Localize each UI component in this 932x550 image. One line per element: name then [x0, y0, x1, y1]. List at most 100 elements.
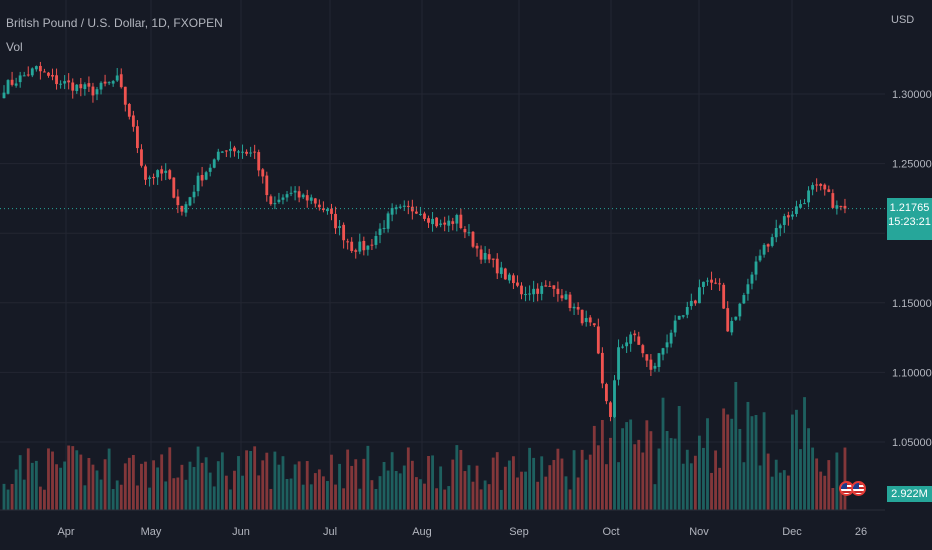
volume-bar — [342, 488, 346, 510]
candle-body — [168, 170, 172, 179]
countdown-timer: 15:23:21 — [888, 216, 931, 228]
volume-bar — [317, 469, 321, 510]
volume-bar — [180, 464, 184, 510]
candle-body — [350, 241, 354, 251]
candle-body — [51, 75, 54, 77]
volume-bar — [528, 447, 532, 510]
volume-bar — [111, 489, 115, 510]
candle-body — [576, 306, 580, 310]
candle-body — [257, 152, 261, 171]
volume-bar — [297, 461, 301, 510]
candle-body — [443, 222, 447, 225]
volume-bar — [43, 489, 46, 510]
candle-body — [152, 176, 156, 179]
volume-bar — [34, 460, 38, 510]
volume-bar — [588, 454, 592, 510]
volume-bar — [584, 459, 588, 510]
volume-bar — [362, 458, 366, 510]
volume-bar — [843, 447, 847, 510]
candle-body — [499, 267, 503, 274]
candle-body — [839, 206, 843, 208]
volume-bar — [653, 484, 657, 510]
volume-bar — [491, 457, 495, 510]
volume-bar — [398, 473, 402, 510]
candle-body — [479, 249, 483, 260]
volume-bar — [621, 428, 625, 510]
candle-body — [681, 315, 685, 317]
candle-body — [782, 216, 786, 225]
candle-body — [536, 288, 540, 294]
volume-bar — [63, 461, 67, 510]
volume-bar — [370, 480, 374, 510]
volume-bar — [827, 460, 831, 510]
volume-bar — [152, 460, 156, 510]
us-flag-event-icon[interactable] — [851, 481, 866, 496]
candle-body — [123, 86, 127, 105]
volume-bar — [750, 416, 754, 510]
candle-body — [730, 321, 734, 333]
volume-bar — [629, 419, 633, 510]
candle-body — [419, 213, 422, 215]
volume-bar — [548, 465, 552, 510]
volume-bar — [499, 489, 503, 510]
volume-bar — [366, 445, 370, 510]
candle-body — [467, 232, 471, 234]
candle-body — [127, 104, 131, 117]
volume-bar — [572, 450, 576, 510]
last-price-value: 1.21765 — [889, 202, 930, 214]
candle-body — [43, 71, 46, 73]
candle-body — [463, 228, 467, 233]
volume-bar — [164, 481, 168, 510]
volume-indicator-label[interactable]: Vol — [6, 40, 23, 54]
volume-bar — [702, 447, 705, 510]
candle-body — [245, 151, 248, 154]
candle-body — [459, 214, 463, 229]
x-tick-label: May — [141, 526, 162, 538]
volume-bar — [313, 473, 317, 510]
volume-bar — [285, 478, 289, 510]
volume-bar — [677, 406, 681, 510]
currency-label: USD — [891, 14, 915, 26]
candle-body — [362, 240, 366, 251]
candle-body — [677, 315, 681, 320]
volume-bar — [103, 459, 107, 510]
volume-bar — [758, 465, 762, 510]
volume-bar — [613, 411, 616, 510]
volume-bar — [596, 445, 600, 510]
volume-bar — [778, 472, 782, 510]
y-tick-label: 1.15000 — [892, 298, 932, 310]
candle-body — [366, 245, 370, 250]
candle-body — [524, 294, 527, 296]
candle-body — [592, 323, 596, 326]
candle-body — [568, 294, 572, 309]
volume-bar — [216, 461, 220, 510]
volume-bar — [123, 463, 127, 510]
volume-bar — [835, 452, 839, 510]
volume-bar — [10, 483, 14, 510]
candle-body — [224, 150, 228, 152]
candle-body — [253, 151, 257, 153]
candle-body — [637, 336, 641, 345]
chart-title[interactable]: British Pound / U.S. Dollar, 1D, FXOPEN — [6, 16, 223, 30]
x-tick-label: Aug — [412, 526, 432, 538]
candle-layer — [2, 61, 847, 422]
candle-body — [621, 346, 625, 348]
candle-body — [427, 218, 430, 223]
candle-body — [633, 333, 637, 336]
volume-bar — [26, 448, 30, 510]
x-tick-label: 26 — [855, 526, 867, 538]
candle-body — [204, 172, 208, 180]
volume-bar — [689, 463, 693, 510]
candle-body — [835, 205, 839, 209]
volume-bar — [697, 435, 701, 510]
candle-body — [386, 213, 390, 229]
candle-body — [693, 300, 697, 304]
candle-body — [326, 209, 329, 212]
candle-body — [742, 295, 746, 304]
volume-bar — [245, 450, 248, 510]
volume-bar — [714, 450, 717, 510]
candle-body — [665, 342, 669, 348]
candle-body — [516, 282, 519, 286]
volume-bar — [576, 477, 580, 510]
volume-bar — [402, 465, 406, 510]
